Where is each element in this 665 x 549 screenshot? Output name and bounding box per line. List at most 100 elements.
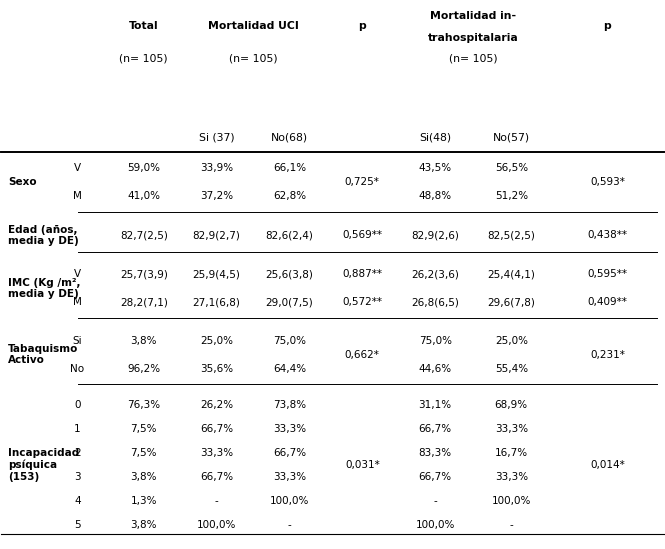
Text: 96,2%: 96,2%: [127, 363, 160, 373]
Text: 68,9%: 68,9%: [495, 400, 528, 410]
Text: -: -: [434, 496, 437, 506]
Text: (n= 105): (n= 105): [229, 54, 277, 64]
Text: 33,3%: 33,3%: [200, 447, 233, 458]
Text: Sexo: Sexo: [8, 177, 37, 187]
Text: 0,409**: 0,409**: [587, 298, 627, 307]
Text: -: -: [287, 520, 291, 530]
Text: 100,0%: 100,0%: [197, 520, 236, 530]
Text: 51,2%: 51,2%: [495, 192, 528, 201]
Text: -: -: [509, 520, 513, 530]
Text: 0,569**: 0,569**: [342, 231, 382, 240]
Text: 0,031*: 0,031*: [345, 460, 380, 469]
Text: 82,9(2,6): 82,9(2,6): [411, 231, 459, 240]
Text: 1: 1: [74, 424, 81, 434]
Text: 0,887**: 0,887**: [342, 270, 382, 279]
Text: 26,8(6,5): 26,8(6,5): [411, 298, 459, 307]
Text: 100,0%: 100,0%: [416, 520, 455, 530]
Text: 7,5%: 7,5%: [130, 424, 157, 434]
Text: 25,9(4,5): 25,9(4,5): [193, 270, 241, 279]
Text: 82,7(2,5): 82,7(2,5): [120, 231, 168, 240]
Text: 2: 2: [74, 447, 81, 458]
Text: No(68): No(68): [271, 133, 308, 143]
Text: 26,2(3,6): 26,2(3,6): [411, 270, 459, 279]
Text: Mortalidad UCI: Mortalidad UCI: [207, 21, 299, 31]
Text: 37,2%: 37,2%: [200, 192, 233, 201]
Text: 82,9(2,7): 82,9(2,7): [193, 231, 241, 240]
Text: -: -: [215, 496, 219, 506]
Text: 33,3%: 33,3%: [495, 424, 528, 434]
Text: 0,014*: 0,014*: [590, 460, 624, 469]
Text: Si (37): Si (37): [199, 133, 235, 143]
Text: 56,5%: 56,5%: [495, 164, 528, 173]
Text: 31,1%: 31,1%: [418, 400, 452, 410]
Text: 43,5%: 43,5%: [418, 164, 452, 173]
Text: V: V: [74, 270, 81, 279]
Text: 1,3%: 1,3%: [130, 496, 157, 506]
Text: 33,3%: 33,3%: [273, 424, 306, 434]
Text: 27,1(6,8): 27,1(6,8): [193, 298, 241, 307]
Text: 64,4%: 64,4%: [273, 363, 306, 373]
Text: 55,4%: 55,4%: [495, 363, 528, 373]
Text: No: No: [70, 363, 84, 373]
Text: 100,0%: 100,0%: [491, 496, 531, 506]
Text: 28,2(7,1): 28,2(7,1): [120, 298, 168, 307]
Text: p: p: [358, 21, 366, 31]
Text: 33,3%: 33,3%: [495, 472, 528, 481]
Text: 0,593*: 0,593*: [590, 177, 624, 187]
Text: 16,7%: 16,7%: [495, 447, 528, 458]
Text: 25,6(3,8): 25,6(3,8): [265, 270, 313, 279]
Text: Mortalidad in-: Mortalidad in-: [430, 11, 516, 21]
Text: 25,7(3,9): 25,7(3,9): [120, 270, 168, 279]
Text: V: V: [74, 164, 81, 173]
Text: 66,1%: 66,1%: [273, 164, 306, 173]
Text: 76,3%: 76,3%: [127, 400, 160, 410]
Text: 25,0%: 25,0%: [200, 335, 233, 345]
Text: 0,662*: 0,662*: [345, 350, 380, 360]
Text: trahospitalaria: trahospitalaria: [428, 33, 519, 43]
Text: Si: Si: [72, 335, 82, 345]
Text: 48,8%: 48,8%: [418, 192, 452, 201]
Text: 35,6%: 35,6%: [200, 363, 233, 373]
Text: 83,3%: 83,3%: [418, 447, 452, 458]
Text: Total: Total: [129, 21, 158, 31]
Text: p: p: [603, 21, 611, 31]
Text: 66,7%: 66,7%: [200, 472, 233, 481]
Text: 73,8%: 73,8%: [273, 400, 306, 410]
Text: Si(48): Si(48): [419, 133, 452, 143]
Text: 29,0(7,5): 29,0(7,5): [265, 298, 313, 307]
Text: 29,6(7,8): 29,6(7,8): [487, 298, 535, 307]
Text: Edad (años,
media y DE): Edad (años, media y DE): [8, 225, 78, 246]
Text: 25,0%: 25,0%: [495, 335, 528, 345]
Text: 75,0%: 75,0%: [419, 335, 452, 345]
Text: 26,2%: 26,2%: [200, 400, 233, 410]
Text: 41,0%: 41,0%: [127, 192, 160, 201]
Text: 0: 0: [74, 400, 80, 410]
Text: Incapacidad
psíquica
(153): Incapacidad psíquica (153): [8, 448, 79, 481]
Text: 0,231*: 0,231*: [590, 350, 624, 360]
Text: 82,6(2,4): 82,6(2,4): [265, 231, 313, 240]
Text: M: M: [73, 298, 82, 307]
Text: 66,7%: 66,7%: [273, 447, 306, 458]
Text: IMC (Kg /m²,
media y DE): IMC (Kg /m², media y DE): [8, 278, 80, 299]
Text: 100,0%: 100,0%: [270, 496, 309, 506]
Text: 82,5(2,5): 82,5(2,5): [487, 231, 535, 240]
Text: 62,8%: 62,8%: [273, 192, 306, 201]
Text: 44,6%: 44,6%: [418, 363, 452, 373]
Text: 33,9%: 33,9%: [200, 164, 233, 173]
Text: 4: 4: [74, 496, 81, 506]
Text: 66,7%: 66,7%: [200, 424, 233, 434]
Text: (n= 105): (n= 105): [449, 54, 497, 64]
Text: Tabaquismo
Activo: Tabaquismo Activo: [8, 344, 78, 365]
Text: 75,0%: 75,0%: [273, 335, 306, 345]
Text: 3,8%: 3,8%: [130, 335, 157, 345]
Text: 66,7%: 66,7%: [418, 424, 452, 434]
Text: 59,0%: 59,0%: [127, 164, 160, 173]
Text: 66,7%: 66,7%: [418, 472, 452, 481]
Text: 33,3%: 33,3%: [273, 472, 306, 481]
Text: M: M: [73, 192, 82, 201]
Text: 3,8%: 3,8%: [130, 520, 157, 530]
Text: 7,5%: 7,5%: [130, 447, 157, 458]
Text: 0,438**: 0,438**: [587, 231, 627, 240]
Text: 0,725*: 0,725*: [345, 177, 380, 187]
Text: (n= 105): (n= 105): [120, 54, 168, 64]
